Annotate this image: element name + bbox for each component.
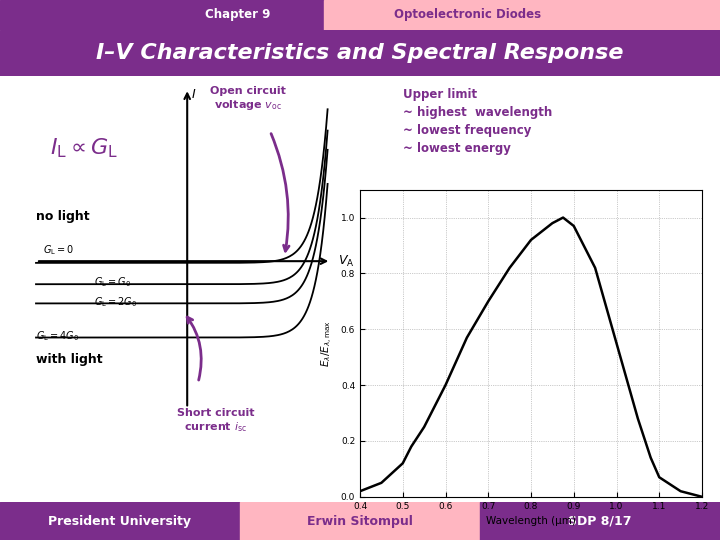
Text: President University: President University bbox=[48, 515, 191, 528]
Text: $G_{\rm L}=4G_{\rm 0}$: $G_{\rm L}=4G_{\rm 0}$ bbox=[36, 329, 79, 343]
Text: $I_{\rm L} \propto G_{\rm L}$: $I_{\rm L} \propto G_{\rm L}$ bbox=[50, 136, 119, 160]
Text: with light: with light bbox=[36, 353, 103, 366]
Text: I–V Characteristics and Spectral Response: I–V Characteristics and Spectral Respons… bbox=[96, 43, 624, 63]
Text: Open circuit
voltage $v_{\mathrm{oc}}$: Open circuit voltage $v_{\mathrm{oc}}$ bbox=[210, 86, 287, 112]
Text: Chapter 9: Chapter 9 bbox=[205, 8, 270, 22]
Text: $G_{\rm L}=2G_{\rm 0}$: $G_{\rm L}=2G_{\rm 0}$ bbox=[94, 295, 137, 308]
Text: Short circuit
current $i_{\mathrm{sc}}$: Short circuit current $i_{\mathrm{sc}}$ bbox=[177, 408, 255, 434]
Bar bbox=[480, 502, 720, 540]
Text: $I$: $I$ bbox=[191, 89, 196, 102]
Text: $G_{\rm L}=0$: $G_{\rm L}=0$ bbox=[43, 243, 74, 257]
Text: Upper limit
~ highest  wavelength
~ lowest frequency
~ lowest energy: Upper limit ~ highest wavelength ~ lowes… bbox=[403, 89, 552, 156]
Bar bbox=[240, 502, 480, 540]
Bar bbox=[0, 0, 324, 30]
Text: Erwin Sitompul: Erwin Sitompul bbox=[307, 515, 413, 528]
Text: Optoelectronic Diodes: Optoelectronic Diodes bbox=[395, 8, 541, 22]
Text: $V_{\rm A}$: $V_{\rm A}$ bbox=[338, 254, 355, 269]
Text: SDP 8/17: SDP 8/17 bbox=[568, 515, 631, 528]
Bar bbox=[0, 502, 240, 540]
X-axis label: Wavelength (μm): Wavelength (μm) bbox=[486, 516, 576, 526]
Text: $G_{\rm L}=G_{\rm 0}$: $G_{\rm L}=G_{\rm 0}$ bbox=[94, 275, 130, 289]
Bar bbox=[324, 0, 720, 30]
Text: no light: no light bbox=[36, 210, 89, 223]
Y-axis label: $E_\lambda/E_{\lambda,\max}$: $E_\lambda/E_{\lambda,\max}$ bbox=[320, 320, 336, 367]
